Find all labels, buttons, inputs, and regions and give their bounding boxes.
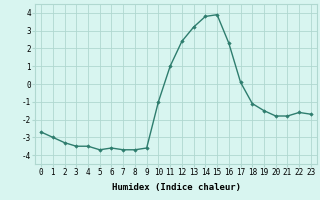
X-axis label: Humidex (Indice chaleur): Humidex (Indice chaleur) [111,183,241,192]
